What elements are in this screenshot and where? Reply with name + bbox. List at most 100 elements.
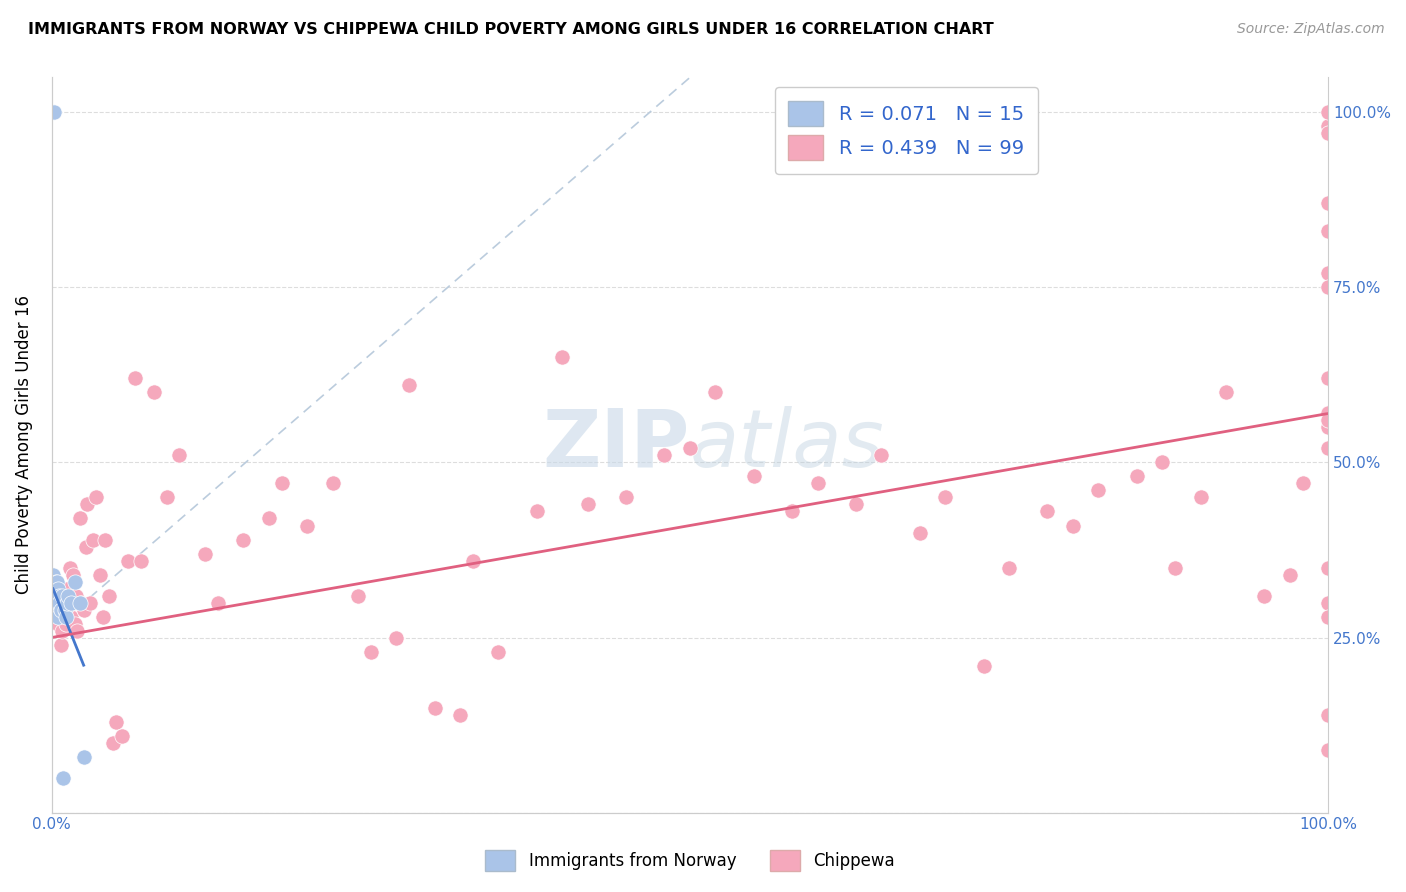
Point: [86, 491, 108, 505]
Point: [55, 616, 77, 631]
Point: [1317, 224, 1340, 238]
Point: [91, 609, 114, 624]
Point: [70, 595, 93, 609]
Point: [780, 504, 803, 518]
Point: [94, 533, 117, 547]
Point: [908, 525, 931, 540]
Point: [60, 595, 83, 609]
Point: [1317, 560, 1340, 574]
Point: [449, 707, 471, 722]
Point: [998, 560, 1021, 574]
Point: [423, 700, 446, 714]
Point: [973, 658, 995, 673]
Point: [42, 105, 65, 120]
Point: [45, 574, 67, 589]
Point: [1317, 595, 1340, 609]
Point: [461, 553, 484, 567]
Point: [1253, 589, 1275, 603]
Point: [45, 595, 67, 609]
Point: [89, 567, 111, 582]
Point: [551, 351, 574, 365]
Point: [1317, 127, 1340, 141]
Point: [45, 589, 67, 603]
Point: [679, 442, 702, 456]
Point: [614, 491, 637, 505]
Point: [360, 644, 382, 658]
Point: [46, 582, 69, 596]
Point: [76, 498, 98, 512]
Point: [48, 595, 70, 609]
Point: [1317, 442, 1340, 456]
Point: [44, 595, 66, 609]
Point: [654, 449, 676, 463]
Point: [49, 602, 72, 616]
Point: [1317, 196, 1340, 211]
Point: [1317, 407, 1340, 421]
Point: [65, 589, 87, 603]
Point: [55, 609, 77, 624]
Point: [845, 498, 868, 512]
Point: [56, 582, 79, 596]
Point: [129, 553, 152, 567]
Point: [45, 589, 67, 603]
Point: [98, 589, 121, 603]
Point: [488, 644, 510, 658]
Text: Source: ZipAtlas.com: Source: ZipAtlas.com: [1237, 22, 1385, 37]
Point: [1189, 491, 1212, 505]
Point: [58, 595, 80, 609]
Point: [53, 602, 76, 616]
Point: [169, 449, 191, 463]
Point: [1317, 609, 1340, 624]
Point: [322, 476, 344, 491]
Point: [1317, 267, 1340, 281]
Point: [270, 476, 292, 491]
Point: [52, 771, 75, 785]
Point: [79, 595, 101, 609]
Point: [526, 504, 548, 518]
Point: [194, 547, 217, 561]
Point: [69, 511, 91, 525]
Point: [576, 498, 599, 512]
Point: [385, 631, 408, 645]
Point: [69, 595, 91, 609]
Point: [59, 609, 82, 624]
Point: [156, 491, 179, 505]
Point: [1317, 280, 1340, 294]
Point: [1125, 469, 1147, 483]
Point: [49, 638, 72, 652]
Point: [59, 560, 82, 574]
Text: ZIP: ZIP: [543, 406, 690, 484]
Point: [1164, 560, 1187, 574]
Point: [232, 533, 254, 547]
Point: [117, 553, 139, 567]
Point: [207, 595, 229, 609]
Point: [1317, 413, 1340, 427]
Point: [42, 567, 65, 582]
Text: IMMIGRANTS FROM NORWAY VS CHIPPEWA CHILD POVERTY AMONG GIRLS UNDER 16 CORRELATIO: IMMIGRANTS FROM NORWAY VS CHIPPEWA CHILD…: [28, 22, 994, 37]
Point: [398, 378, 420, 392]
Point: [52, 589, 75, 603]
Point: [870, 449, 893, 463]
Text: atlas: atlas: [690, 406, 884, 484]
Point: [63, 574, 86, 589]
Point: [1215, 385, 1237, 400]
Point: [63, 616, 86, 631]
Point: [1036, 504, 1059, 518]
Point: [347, 589, 370, 603]
Point: [59, 595, 82, 609]
Point: [934, 491, 956, 505]
Point: [46, 595, 69, 609]
Point: [46, 609, 69, 624]
Point: [51, 624, 73, 638]
Point: [53, 602, 76, 616]
Point: [806, 476, 828, 491]
Point: [82, 533, 104, 547]
Point: [66, 624, 89, 638]
Point: [48, 589, 70, 603]
Point: [1062, 518, 1084, 533]
Point: [44, 582, 66, 596]
Point: [257, 511, 280, 525]
Point: [1278, 567, 1301, 582]
Point: [44, 105, 66, 120]
Point: [51, 589, 73, 603]
